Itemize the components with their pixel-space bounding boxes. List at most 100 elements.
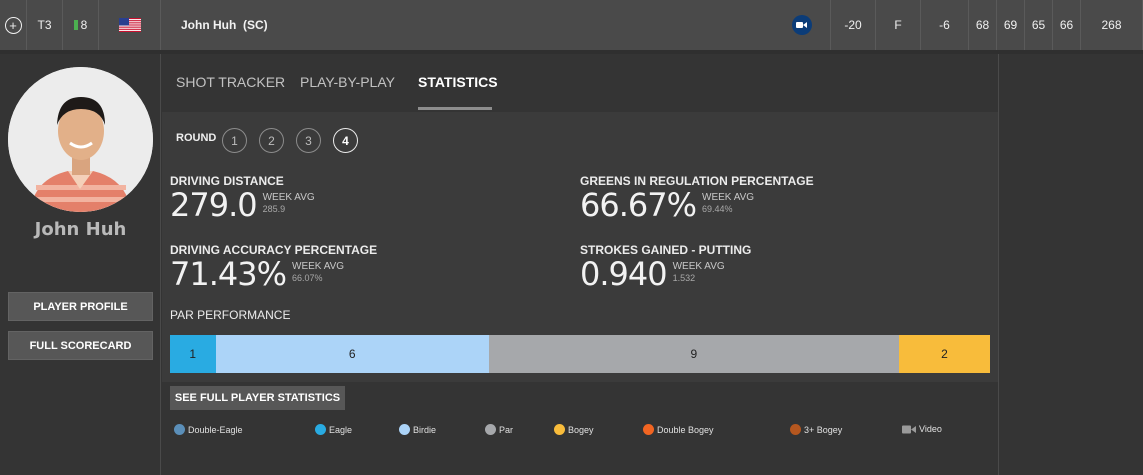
- week-avg-label: WEEK AVG: [702, 192, 755, 203]
- active-tab-indicator: [418, 107, 492, 110]
- week-avg-label: WEEK AVG: [292, 261, 345, 272]
- thru-cell: F: [876, 0, 921, 50]
- tab-shot-tracker[interactable]: SHOT TRACKER: [176, 74, 286, 90]
- legend-dot-icon: [174, 424, 185, 435]
- position-text: T3: [37, 18, 52, 32]
- stat-label: STROKES GAINED - PUTTING: [580, 243, 752, 257]
- total-strokes: 268: [1101, 18, 1122, 32]
- video-cell[interactable]: [773, 0, 831, 50]
- movement-up-icon: [73, 20, 78, 30]
- legend-label: Bogey: [568, 424, 594, 435]
- week-avg-value: 69.44%: [702, 204, 733, 214]
- par-performance-title: PAR PERFORMANCE: [170, 308, 291, 322]
- round-3-score: 65: [1031, 18, 1046, 32]
- country-cell: [99, 0, 161, 50]
- movement-text: 8: [80, 18, 88, 32]
- player-name-cell[interactable]: John Huh (SC): [161, 0, 773, 50]
- legend-label: Birdie: [413, 424, 437, 435]
- legend-item-double-bogey: Double Bogey: [643, 424, 714, 435]
- player-sidebar: John Huh PLAYER PROFILE FULL SCORECARD: [0, 54, 161, 475]
- legend-dot-icon: [643, 424, 654, 435]
- player-name: John Huh (SC): [181, 18, 268, 32]
- legend-dot-icon: [790, 424, 801, 435]
- par-segment-birdie: 6: [215, 335, 489, 373]
- stat-label: GREENS IN REGULATION PERCENTAGE: [580, 174, 814, 188]
- thru-value: F: [894, 18, 902, 32]
- tab-play-by-play[interactable]: PLAY-BY-PLAY: [300, 74, 395, 90]
- stat-label: DRIVING DISTANCE: [170, 174, 284, 188]
- today-score: -6: [939, 18, 950, 32]
- divider: [0, 50, 1143, 54]
- player-name-heading: John Huh: [34, 219, 127, 240]
- player-detail-panel: SHOT TRACKER PLAY-BY-PLAY STATISTICS ROU…: [162, 54, 998, 475]
- legend-label: Double-Eagle: [188, 424, 243, 435]
- tab-statistics[interactable]: STATISTICS: [418, 74, 498, 90]
- legend-item-double-eagle: Double-Eagle: [174, 424, 243, 435]
- round-2-cell: 69: [997, 0, 1025, 50]
- legend-area: SEE FULL PLAYER STATISTICS Double-Eagle E…: [162, 382, 998, 475]
- total-cell: -20: [831, 0, 876, 50]
- driving-accuracy-stat: DRIVING ACCURACY PERCENTAGE 71.43% WEEK …: [170, 243, 377, 290]
- avatar: [8, 67, 153, 212]
- round-3-button[interactable]: 3: [296, 128, 321, 153]
- today-cell: -6: [921, 0, 969, 50]
- video-camera-icon: [902, 425, 916, 433]
- round-4-cell: 66: [1053, 0, 1081, 50]
- stat-value: 66.67%: [580, 186, 697, 224]
- legend-label: Double Bogey: [657, 424, 714, 435]
- legend-dot-icon: [554, 424, 565, 435]
- par-segment-eagle: 1: [170, 335, 216, 373]
- round-4-button[interactable]: 4: [333, 128, 358, 153]
- position-cell: T3: [27, 0, 63, 50]
- tab-bar: SHOT TRACKER PLAY-BY-PLAY STATISTICS: [162, 54, 998, 112]
- stat-value: 279.0: [170, 186, 258, 224]
- week-avg-label: WEEK AVG: [672, 261, 725, 272]
- leaderboard-row: + T3 8 John Huh (SC) -20 F -6: [0, 0, 1143, 50]
- expand-button[interactable]: +: [0, 0, 27, 50]
- video-camera-icon[interactable]: [791, 15, 812, 35]
- strokes-gained-putting-stat: STROKES GAINED - PUTTING 0.940 WEEK AVG …: [580, 243, 751, 290]
- par-segment-bogey: 2: [898, 335, 990, 373]
- see-full-statistics-button[interactable]: SEE FULL PLAYER STATISTICS: [170, 386, 345, 410]
- round-label: ROUND: [176, 132, 217, 144]
- us-flag-icon: [118, 18, 141, 32]
- round-2-score: 69: [1003, 18, 1018, 32]
- week-avg-value: 66.07%: [292, 273, 323, 283]
- round-2-button[interactable]: 2: [259, 128, 284, 153]
- legend-label: Video: [919, 424, 942, 434]
- legend-dot-icon: [399, 424, 410, 435]
- player-photo: [8, 67, 153, 212]
- movement-cell: 8: [63, 0, 99, 50]
- legend-item-3-bogey: 3+ Bogey: [790, 424, 842, 435]
- stat-value: 0.940: [580, 255, 668, 293]
- round-3-cell: 65: [1025, 0, 1053, 50]
- legend-label: Eagle: [329, 424, 353, 435]
- total-score: -20: [844, 18, 862, 32]
- legend-label: 3+ Bogey: [804, 424, 843, 435]
- week-avg-value: 1.532: [672, 273, 696, 283]
- player-profile-button[interactable]: PLAYER PROFILE: [8, 292, 153, 321]
- stat-label: DRIVING ACCURACY PERCENTAGE: [170, 243, 378, 257]
- legend-item-video: Video: [902, 424, 942, 434]
- full-scorecard-button[interactable]: FULL SCORECARD: [8, 331, 153, 360]
- legend-item-eagle: Eagle: [315, 424, 352, 435]
- round-1-cell: 68: [969, 0, 997, 50]
- strokes-cell: 268: [1081, 0, 1143, 50]
- round-1-button[interactable]: 1: [222, 128, 247, 153]
- week-avg-label: WEEK AVG: [262, 192, 315, 203]
- week-avg-value: 285.9: [262, 204, 286, 214]
- legend-label: Par: [499, 424, 514, 435]
- legend-dot-icon: [485, 424, 496, 435]
- plus-circle-icon: +: [4, 16, 22, 34]
- statistics-panel: ROUND 1 2 3 4 DRIVING DISTANCE 279.0 WEE…: [162, 112, 998, 382]
- legend-item-bogey: Bogey: [554, 424, 594, 435]
- right-panel: [998, 54, 1143, 475]
- legend-item-birdie: Birdie: [399, 424, 436, 435]
- legend-item-par: Par: [485, 424, 513, 435]
- driving-distance-stat: DRIVING DISTANCE 279.0 WEEK AVG 285.9: [170, 174, 315, 221]
- legend-dot-icon: [315, 424, 326, 435]
- round-4-score: 66: [1059, 18, 1074, 32]
- gir-stat: GREENS IN REGULATION PERCENTAGE 66.67% W…: [580, 174, 814, 221]
- par-segment-par: 9: [488, 335, 899, 373]
